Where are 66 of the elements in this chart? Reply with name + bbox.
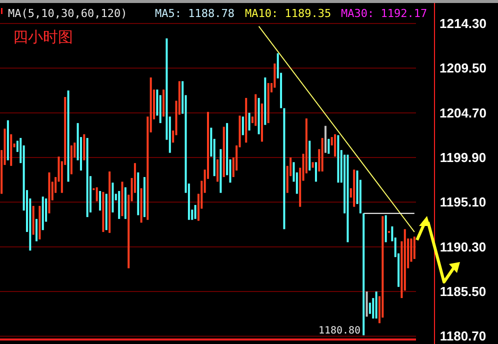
candlestick [162,90,165,117]
candlestick [112,182,114,212]
candlestick [308,140,311,171]
candlestick [140,188,142,223]
candlestick [346,154,349,242]
candlestick [99,191,102,211]
candlestick [314,162,317,182]
y-tick-label: 1185.50 [440,284,486,300]
y-tick-label: 1209.50 [440,60,486,76]
candlestick [353,170,356,207]
annotation: 1180.80 [318,325,361,336]
candlestick [48,172,50,214]
candlestick [222,126,225,178]
candlestick [137,172,140,216]
y-tick-label: 1190.30 [440,239,486,254]
annotation: MA5: 1188.78 [155,7,234,20]
candlestick [10,134,12,166]
candlestick [83,134,86,160]
candlestick [118,191,120,219]
candlestick [102,192,104,232]
candlestick [38,206,41,240]
candlestick [362,213,365,336]
y-tick-label: 1204.70 [440,105,486,120]
candlestick [254,94,257,126]
candlestick [264,77,266,125]
candlestick [70,145,72,174]
candlestick [242,116,244,136]
candlestick [86,138,88,218]
candlestick [337,135,340,183]
candlestick [283,108,286,230]
candlestick [260,104,263,142]
candlestick [124,187,126,219]
candlestick [67,90,70,182]
y-tick-label: 1199.90 [440,150,486,166]
annotation: MA(5,10,30,60,120) [8,7,128,20]
candlestick [121,182,124,216]
candlestick [96,187,98,202]
candlestick [194,204,196,219]
candlestick [245,98,248,143]
candlestick [375,292,378,319]
candlestick [36,218,38,242]
candlestick [108,171,111,233]
candlestick [143,177,146,218]
candlestick [32,206,34,235]
candlestick [216,159,219,182]
candlestick [413,236,416,259]
candlestick [334,134,336,157]
candlestick [258,98,260,134]
candlestick [220,149,222,193]
candlestick [105,194,108,230]
candlestick [384,215,387,242]
y-tick-label: 1180.70 [440,328,486,344]
annotation: MA30: 1192.17 [341,7,428,20]
candlestick [324,126,326,153]
candlestick [312,162,314,168]
text: 四小时图 [13,29,73,46]
candlestick [6,120,9,160]
candlestick [321,138,324,172]
y-tick-label: 1195.10 [440,194,486,210]
candlestick [328,138,330,154]
annotation: MA10: 1189.35 [245,7,332,20]
y-tick-label: 1214.30 [440,16,486,31]
candlestick [267,83,270,124]
candlestick [248,112,250,131]
candlestick [42,196,44,230]
candlestick [366,292,368,317]
